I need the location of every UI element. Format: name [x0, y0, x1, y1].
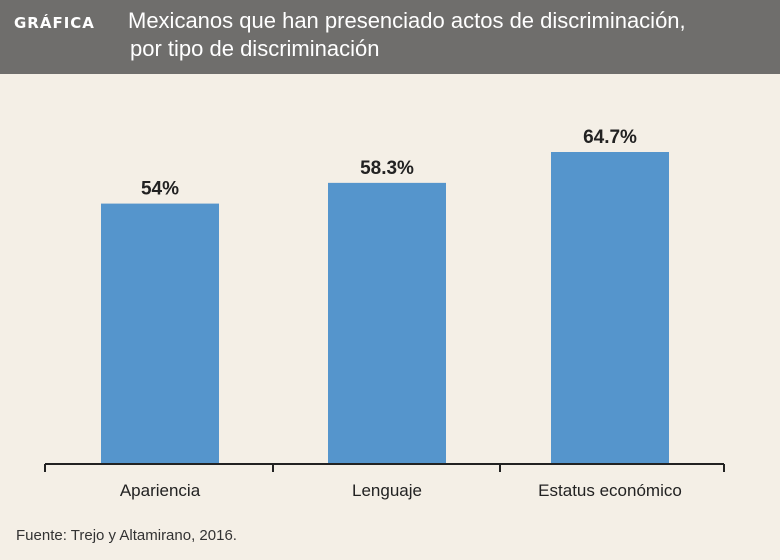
- chart-header: GRÁFICA Mexicanos que han presenciado ac…: [0, 0, 780, 74]
- bar-apariencia: [101, 203, 219, 464]
- chart-title-line2: por tipo de discriminación: [130, 36, 380, 61]
- chart-title-line1: Mexicanos que han presenciado actos de d…: [128, 8, 686, 33]
- x-axis: Apariencia Lenguaje Estatus económico: [44, 463, 725, 500]
- data-label-group: 54% 58.3% 64.7%: [141, 127, 637, 200]
- chart-tag: GRÁFICA: [14, 14, 95, 32]
- bar-lenguaje: [328, 182, 446, 465]
- data-label-estatus-economico: 64.7%: [583, 127, 637, 148]
- tick-label-estatus-economico: Estatus económico: [538, 481, 682, 500]
- chart-title: Mexicanos que han presenciado actos de d…: [128, 7, 768, 63]
- data-label-apariencia: 54%: [141, 179, 179, 200]
- bar-group: [101, 152, 669, 465]
- tick-label-lenguaje: Lenguaje: [352, 481, 422, 500]
- source-note: Fuente: Trejo y Altamirano, 2016.: [16, 527, 237, 544]
- data-label-lenguaje: 58.3%: [360, 158, 414, 179]
- tick-label-apariencia: Apariencia: [120, 481, 201, 500]
- bar-chart: 54% 58.3% 64.7% Apariencia Lenguaje Estatus …: [44, 127, 725, 500]
- bar-estatus-economico: [551, 152, 669, 464]
